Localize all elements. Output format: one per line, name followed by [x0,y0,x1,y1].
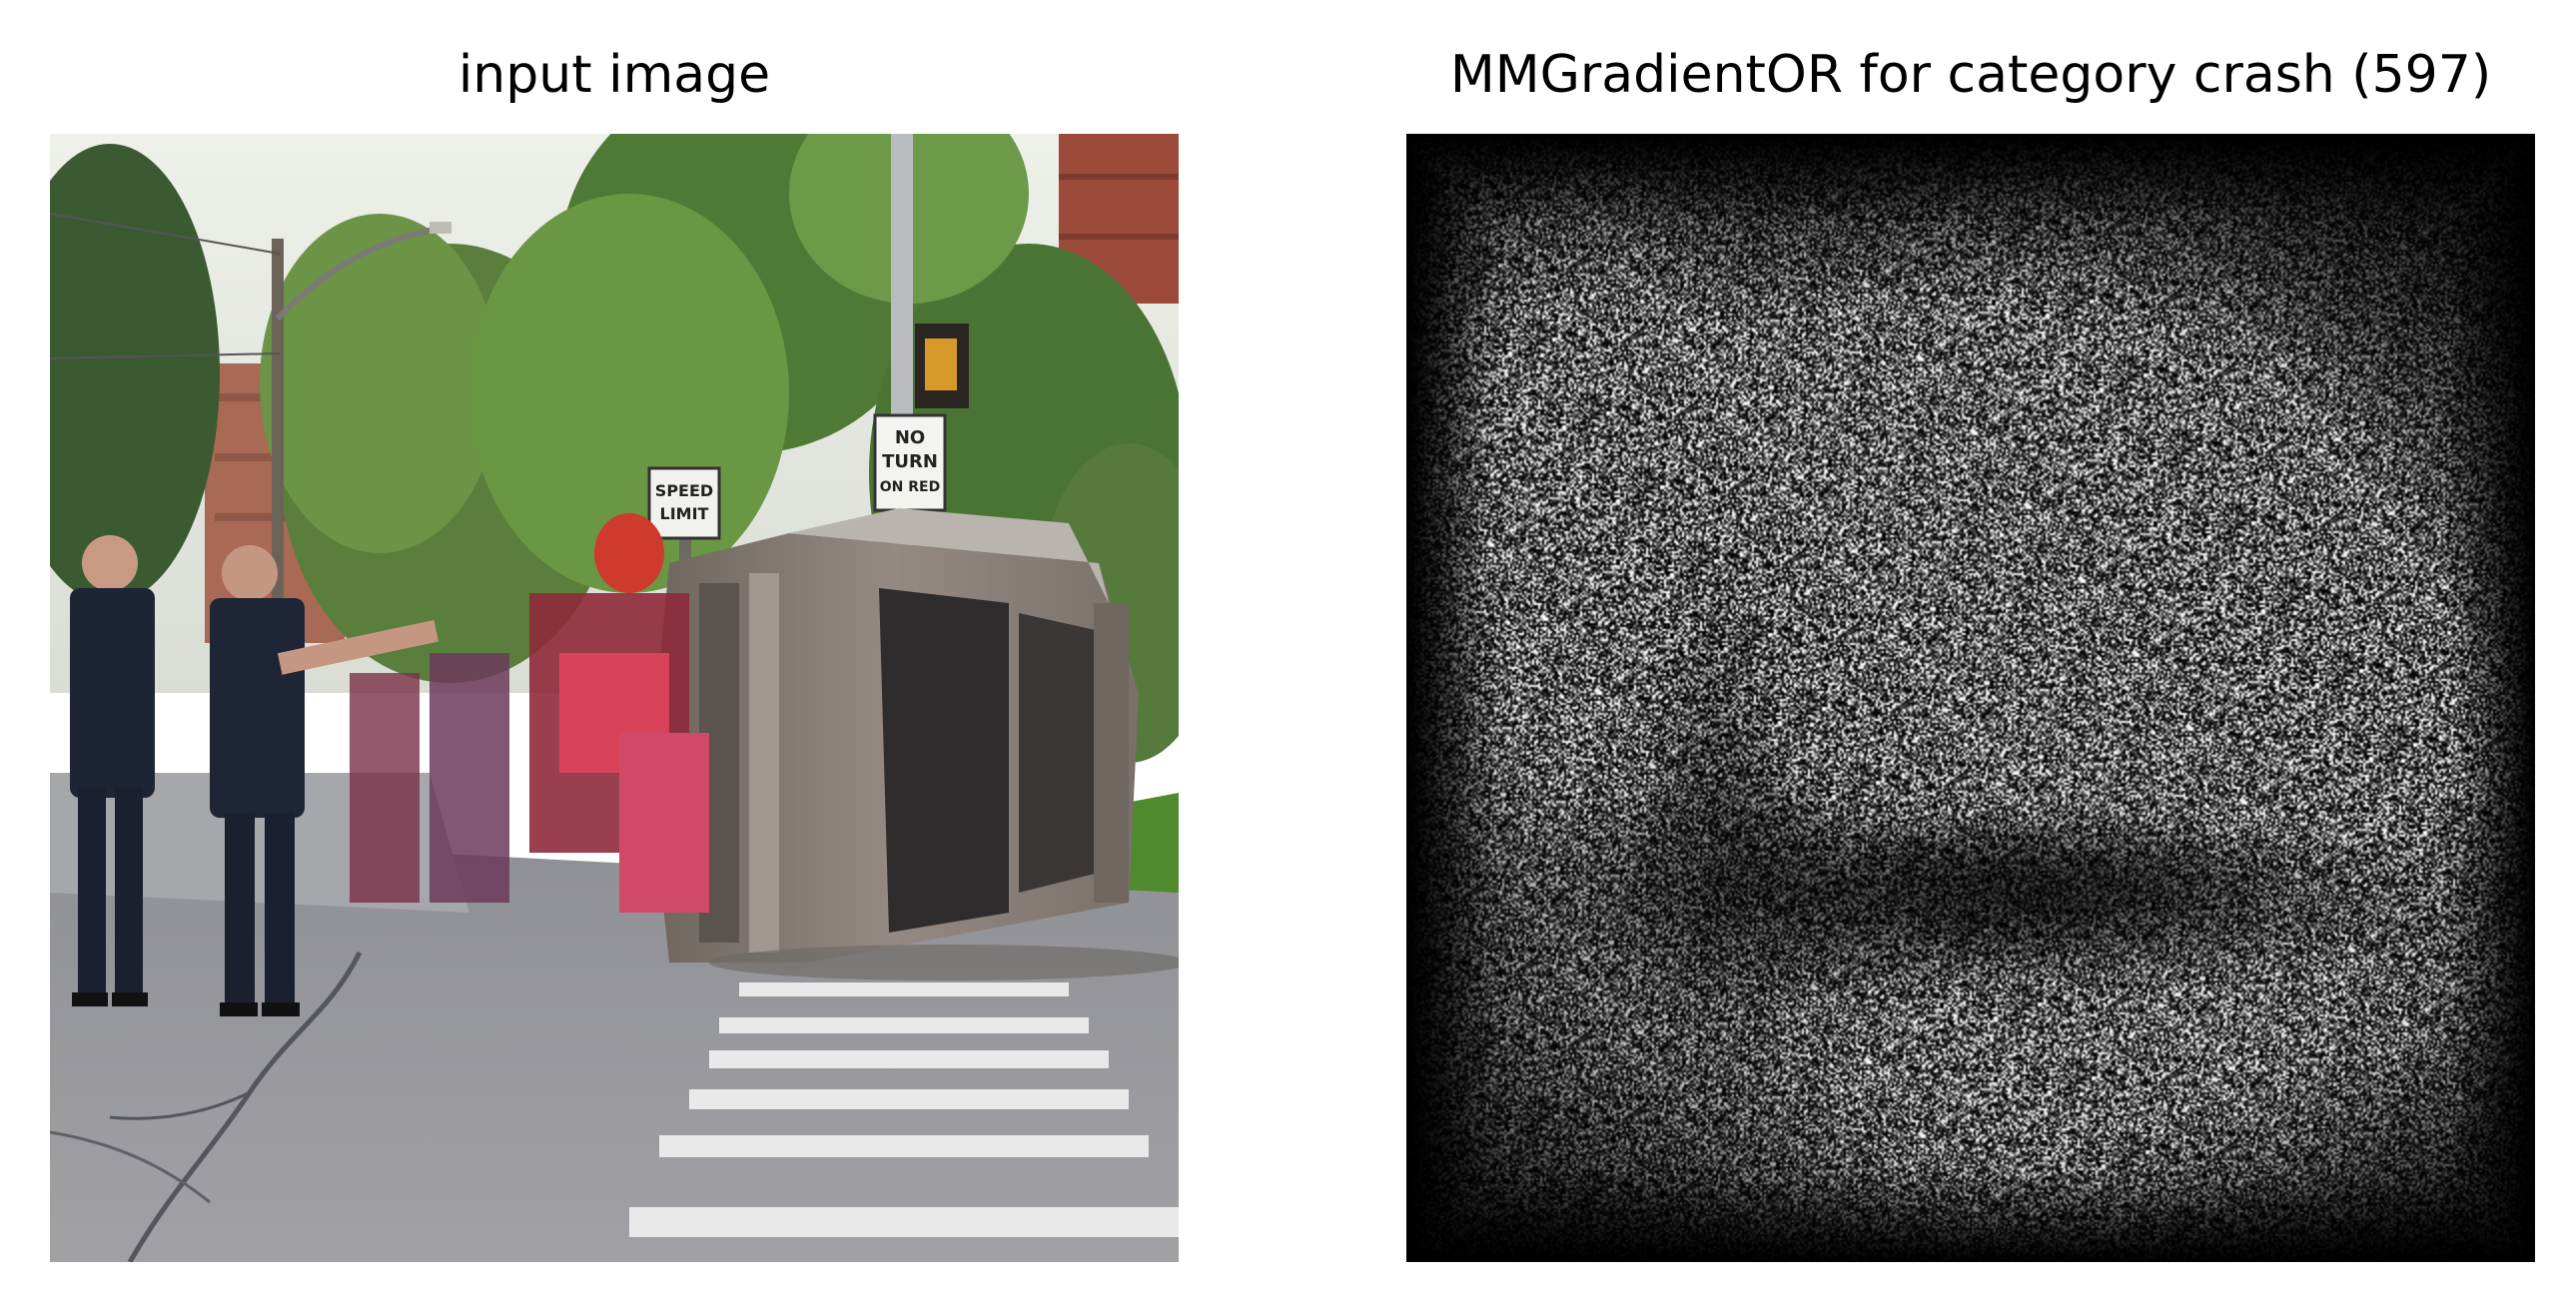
speed-limit-line1: SPEED [655,481,713,500]
police-officer-right [210,545,438,1016]
crosswalk [629,982,1179,1237]
no-turn-line3: ON RED [880,479,940,495]
utility-pole [272,239,284,708]
no-turn-line2: TURN [882,451,938,472]
no-turn-line1: NO [895,427,925,448]
overturned-car [649,508,1179,981]
input-image: NO TURN ON RED SPEED LIMIT [50,134,1179,1262]
speed-limit-line2: LIMIT [660,504,709,523]
right-panel-title: MMGradientOR for category crash (597) [1449,45,2492,105]
left-panel-title: input image [457,45,771,105]
saliency-map-panel [1406,134,2535,1262]
responders [350,513,709,913]
police-officer-left [70,535,155,1006]
input-image-panel: NO TURN ON RED SPEED LIMIT [50,134,1179,1262]
saliency-map [1406,134,2535,1262]
no-turn-sign: NO TURN ON RED [873,413,947,512]
